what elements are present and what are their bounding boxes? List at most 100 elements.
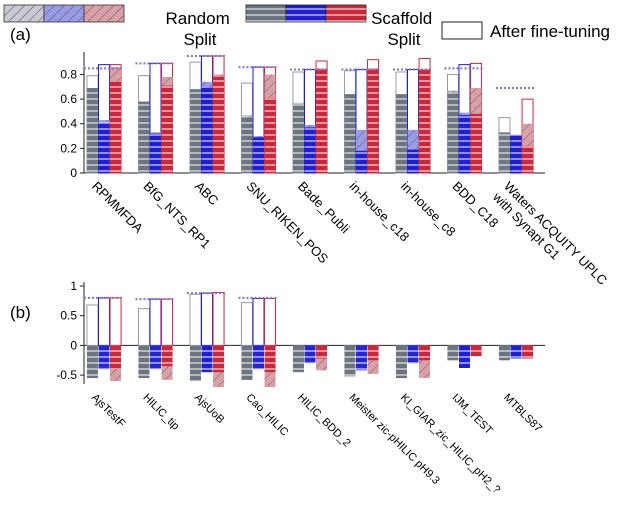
bar-scaffold-hatch: [459, 115, 470, 173]
x-tick-label-line: RPMMFDA: [89, 179, 146, 236]
category-group: HILIC_BDD_2: [292, 345, 353, 450]
category-group: IJM_TEST: [447, 345, 495, 437]
bar-after-finetuning: [252, 297, 265, 346]
bar-scaffold-hatch: [138, 345, 150, 379]
y-tick-label: 0.4: [60, 117, 77, 131]
x-tick-label: BDD_C18: [450, 179, 502, 231]
y-tick-label: 0.2: [60, 141, 77, 155]
bar-scaffold-hatch: [407, 345, 419, 364]
bar-scaffold-hatch: [98, 122, 110, 173]
x-tick-label: AjsTestF: [89, 392, 128, 431]
bar-after-finetuning: [137, 308, 150, 346]
bar-scaffold-hatch: [522, 145, 534, 173]
bar-after-finetuning: [189, 293, 202, 346]
x-tick-label: HILIC_BDD_2: [295, 392, 353, 450]
y-tick-label: -0.5: [56, 368, 77, 382]
y-tick-label: 1: [70, 279, 77, 293]
y-tick-label: 0.5: [60, 309, 77, 323]
legend-after-label: After fine-tuning: [490, 22, 610, 41]
bar-scaffold-hatch: [161, 345, 173, 367]
category-group: BDD_C18: [444, 62, 502, 231]
bar-scaffold-hatch: [264, 97, 276, 173]
bar-scaffold-hatch: [367, 345, 379, 361]
y-tick-label: 0.8: [60, 67, 77, 81]
bar-scaffold-hatch: [304, 127, 316, 173]
bar-scaffold-hatch: [316, 69, 328, 173]
bar-scaffold-hatch: [292, 345, 304, 373]
bar-after-finetuning: [98, 297, 110, 346]
bar-scaffold-hatch: [98, 345, 110, 370]
y-tick-label: 0: [70, 338, 77, 352]
bar-scaffold-hatch: [344, 94, 356, 173]
x-tick-label: MTBLS87: [501, 392, 544, 435]
x-tick-label-line: Cao_HILIC: [244, 392, 291, 439]
bar-scaffold-hatch: [419, 69, 431, 173]
bar-scaffold-hatch: [241, 117, 253, 173]
bar-scaffold-hatch: [356, 150, 367, 173]
bar-scaffold-hatch: [201, 88, 213, 173]
bar-scaffold-hatch: [522, 345, 534, 359]
x-tick-label-line: MTBLS87: [501, 392, 544, 435]
bar-scaffold-hatch: [241, 345, 253, 380]
legend-scaffold-swatch: [245, 4, 367, 23]
bar-random-hatch: [419, 345, 431, 379]
bar-scaffold-hatch: [510, 134, 522, 173]
category-group: ABC: [186, 55, 228, 208]
y-tick-label: 0.6: [60, 92, 77, 106]
bar-after-finetuning: [264, 297, 277, 346]
x-tick-label-line: HILIC_tip: [141, 392, 182, 433]
bar-after-finetuning: [240, 302, 253, 346]
bar-scaffold-hatch: [470, 113, 482, 173]
x-tick-label-line: AjsUoB: [192, 392, 226, 426]
bar-scaffold-hatch: [189, 89, 201, 173]
bar-after-finetuning: [212, 292, 225, 346]
legend-scaffold-label: Scaffold Split: [371, 9, 437, 49]
bar-scaffold-hatch: [201, 345, 213, 373]
bar-scaffold-hatch: [150, 133, 161, 173]
x-tick-label-line: AjsTestF: [89, 392, 128, 431]
legend-random-label: Random Split: [166, 9, 235, 49]
category-group: MTBLS87: [498, 345, 544, 435]
bar-scaffold-hatch: [344, 345, 356, 377]
bar-scaffold-hatch: [264, 345, 276, 373]
category-group: AjsUoB: [186, 292, 228, 426]
bar-scaffold-hatch: [161, 85, 173, 173]
x-tick-label: Cao_HILIC: [244, 392, 291, 439]
legend-random-swatch: [3, 4, 125, 23]
bar-scaffold-hatch: [304, 345, 316, 364]
legend-random-line2: Split: [183, 30, 216, 49]
x-tick-label: KI_GIAR_zic_HILIC_pH2_?: [398, 392, 502, 496]
bar-after-finetuning: [109, 297, 122, 346]
x-tick-label: RPMMFDA: [89, 179, 146, 236]
category-group: Cao_HILIC: [238, 296, 291, 439]
bar-scaffold-hatch: [110, 345, 122, 370]
bar-scaffold-hatch: [316, 345, 328, 359]
bar-scaffold-hatch: [459, 345, 470, 368]
x-tick-label-line: IJM_TEST: [450, 392, 495, 437]
x-tick-label: Waters ACQUITY UPLCwith Synapt G1: [489, 178, 610, 299]
x-tick-label-line: HILIC_BDD_2: [295, 392, 353, 450]
bar-scaffold-hatch: [253, 345, 264, 370]
bar-scaffold-hatch: [213, 76, 225, 173]
panel-b: (b) -0.5 0 0.5 1 AjsTestF HILIC_tip AjsUoB Cao_H…: [10, 279, 545, 496]
bar-scaffold-hatch: [138, 101, 150, 173]
category-group: HILIC_tip: [135, 298, 182, 433]
x-tick-label-line: KI_GIAR_zic_HILIC_pH2_?: [398, 392, 502, 496]
category-group: RPMMFDA: [83, 64, 146, 236]
x-tick-label: IJM_TEST: [450, 392, 495, 437]
bar-scaffold-hatch: [356, 345, 367, 371]
bar-after-finetuning: [161, 298, 174, 346]
panel-label: (a): [10, 25, 31, 44]
x-tick-label-line: BDD_C18: [450, 179, 502, 231]
bar-scaffold-hatch: [395, 345, 407, 379]
bar-scaffold-hatch: [470, 345, 482, 357]
legend-scaffold-line1: Scaffold: [371, 9, 432, 28]
x-tick-label: AjsUoB: [192, 392, 226, 426]
x-tick-label: HILIC_tip: [141, 392, 182, 433]
category-group: AjsTestF: [83, 296, 128, 431]
x-tick-label-line: Meister zic-pHILIC pH9.3: [347, 392, 442, 487]
bar-scaffold-hatch: [510, 345, 522, 359]
bar-scaffold-hatch: [213, 345, 225, 373]
bar-scaffold-hatch: [498, 132, 510, 173]
